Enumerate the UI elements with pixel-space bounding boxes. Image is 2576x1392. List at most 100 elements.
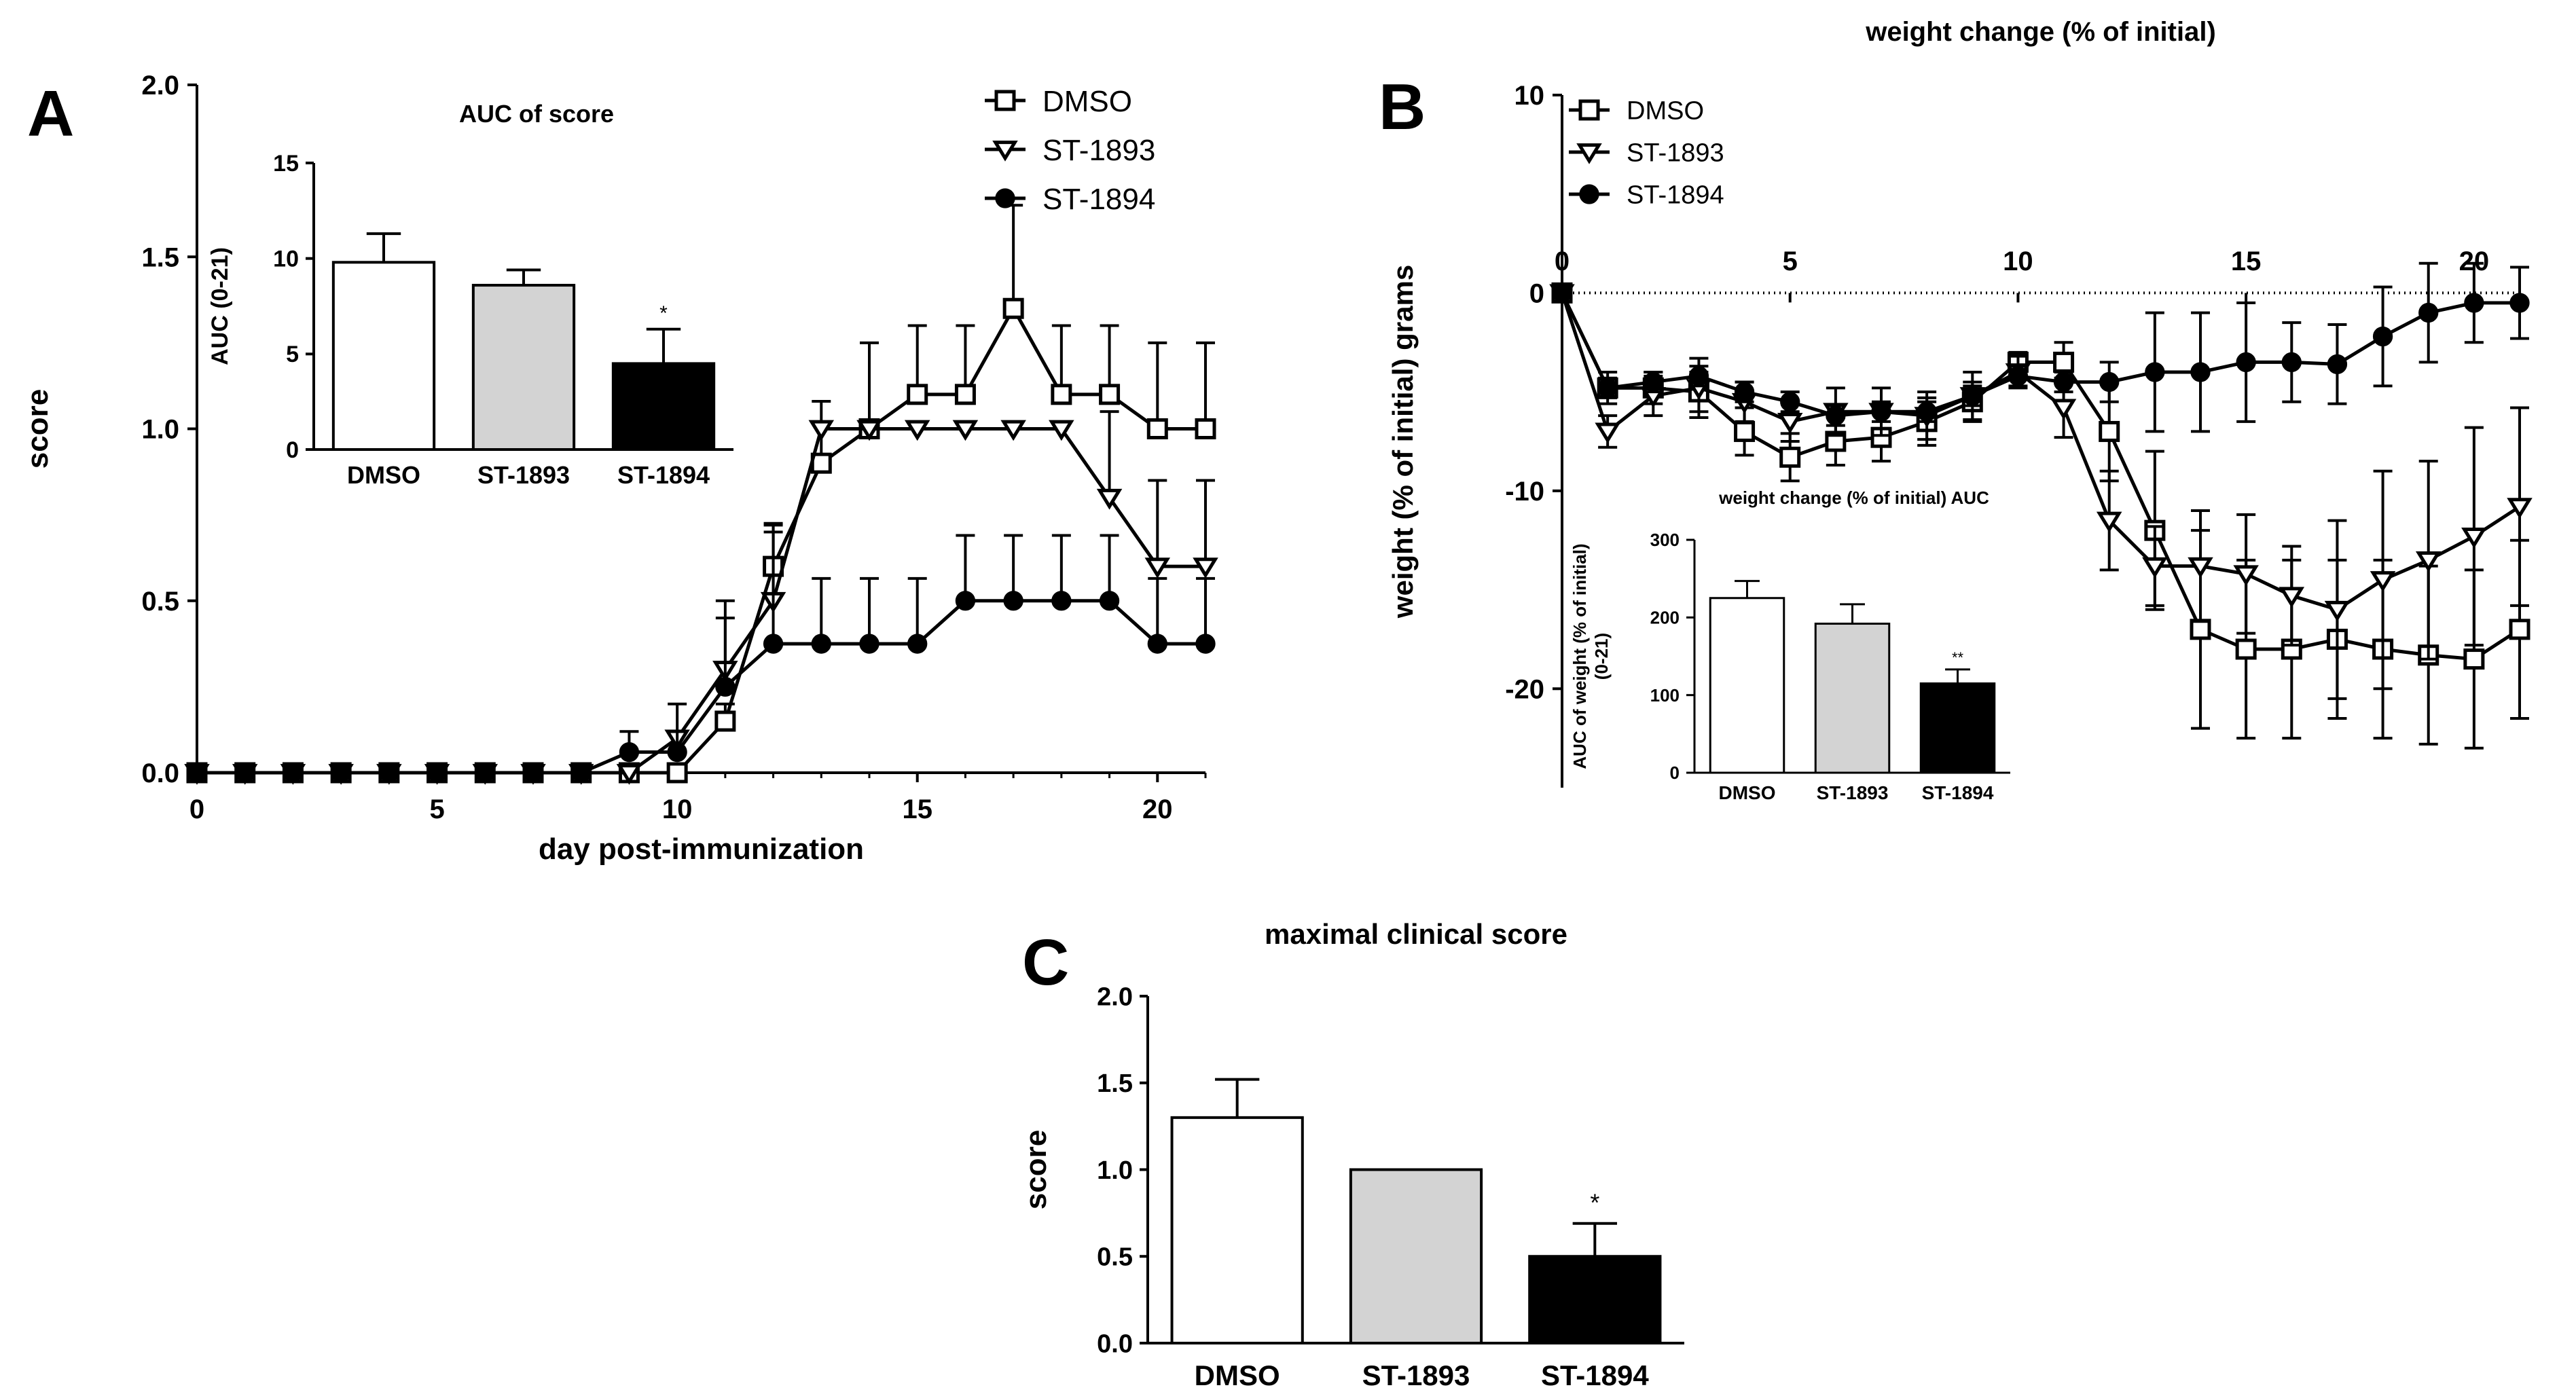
B_main-data-point-DMSO	[2055, 353, 2073, 371]
B_main-x-tick-label: 10	[2003, 246, 2033, 276]
A_main-legend-label: ST-1893	[1042, 134, 1155, 167]
A_main-data-point-ST-1894	[860, 634, 878, 653]
A_inset-category-label: ST-1893	[477, 461, 570, 489]
A_main-data-point-ST-1894	[1052, 591, 1070, 610]
A_main-data-point-ST-1894	[1148, 634, 1167, 653]
B_main-legend-marker	[1580, 185, 1598, 203]
B_main-data-point-ST-1893	[2191, 559, 2211, 574]
B_main-data-point-ST-1894	[1826, 406, 1845, 424]
A_main-y-tick-label: 1.5	[141, 242, 179, 272]
B_main-data-point-ST-1893	[2054, 401, 2073, 416]
B_main-data-point-ST-1894	[1690, 367, 1708, 385]
B_main-y-tick-label: -10	[1505, 477, 1544, 507]
B_main-data-point-ST-1893	[2145, 559, 2165, 574]
A_main-data-point-ST-1894	[1004, 591, 1022, 610]
A_inset-category-label: DMSO	[347, 461, 420, 489]
B_inset-y-tick-label: 100	[1650, 685, 1680, 706]
B_main-y-tick-label: 0	[1529, 278, 1544, 308]
A_main-data-point-ST-1893	[1100, 490, 1119, 506]
C-chart-title: maximal clinical score	[1265, 918, 1567, 950]
A_main-data-point-DMSO	[909, 386, 926, 403]
B_main-data-point-ST-1894	[1735, 382, 1754, 401]
B_inset-bar-DMSO	[1710, 598, 1784, 773]
A_main-data-point-DMSO	[956, 386, 974, 403]
B_inset-y-tick-label: 0	[1670, 763, 1680, 783]
B_main-data-point-ST-1894	[2100, 373, 2118, 391]
B_main-chart-title: weight change (% of initial)	[1865, 17, 2216, 47]
A_main-legend-marker	[996, 143, 1015, 158]
A_main-x-tick-label: 5	[429, 794, 444, 824]
B_main-data-point-ST-1893	[2236, 567, 2256, 583]
A_main-x-axis-label: day post-immunization	[539, 832, 864, 866]
B_inset-significance-mark: **	[1952, 649, 1964, 666]
A_main-x-tick-label: 20	[1142, 794, 1173, 824]
B_main-series-line-DMSO	[1562, 293, 2520, 659]
B_main-data-point-ST-1893	[2282, 589, 2302, 604]
C-bar-DMSO	[1172, 1118, 1303, 1343]
B_inset-category-label: DMSO	[1719, 782, 1776, 803]
B_main-data-point-ST-1894	[2236, 353, 2255, 371]
B_main-data-point-ST-1894	[2465, 293, 2483, 312]
A_main-data-point-DMSO	[1148, 420, 1166, 438]
A_main-data-point-ST-1893	[1148, 560, 1167, 575]
B_main-x-tick-label: 15	[2231, 246, 2262, 276]
B_main-x-tick-label: 0	[1555, 246, 1570, 276]
B_inset-category-label: ST-1893	[1817, 782, 1889, 803]
A_main-data-point-ST-1894	[908, 634, 926, 653]
A_inset-bar-DMSO	[333, 262, 434, 450]
A_main-data-point-DMSO	[668, 764, 686, 782]
B_main-data-point-ST-1894	[1598, 379, 1616, 397]
B_main-data-point-ST-1894	[1781, 392, 1799, 411]
A_main-y-tick-label: 2.0	[141, 71, 179, 100]
A_main-data-point-DMSO	[1053, 386, 1070, 403]
B_main-data-point-DMSO	[2101, 422, 2118, 440]
B_inset-bar-ST-1893	[1815, 623, 1889, 773]
C-bar-ST-1894	[1529, 1256, 1660, 1343]
B_inset-chart-title: weight change (% of initial) AUC	[1718, 488, 1989, 508]
C-y-tick-label: 1.0	[1097, 1156, 1133, 1185]
B_main-data-point-ST-1894	[1872, 403, 1890, 421]
B_main-data-point-ST-1894	[1644, 373, 1663, 391]
A_main-data-point-DMSO	[1004, 299, 1022, 317]
A_main-data-point-ST-1893	[812, 422, 831, 437]
C-y-tick-label: 2.0	[1097, 983, 1133, 1011]
panel-label-c: C	[1022, 926, 1069, 999]
B_main-legend-marker	[1580, 101, 1598, 119]
B_main-data-point-ST-1894	[1963, 386, 1982, 405]
C-category-label: DMSO	[1195, 1359, 1280, 1391]
C-y-tick-label: 1.5	[1097, 1069, 1133, 1098]
A_main-data-point-ST-1894	[1196, 634, 1214, 653]
A_main-data-point-ST-1893	[907, 422, 927, 437]
A_main-data-point-ST-1894	[428, 763, 446, 782]
B_inset-y-axis-label: (0-21)	[1591, 633, 1612, 680]
B_main-data-point-ST-1894	[2374, 327, 2392, 346]
B_main-data-point-ST-1894	[2054, 373, 2073, 391]
B_main-legend-label: DMSO	[1627, 97, 1704, 126]
B_main-data-point-ST-1894	[2510, 293, 2528, 312]
C-y-tick-label: 0.0	[1097, 1330, 1133, 1358]
A_main-data-point-ST-1894	[476, 763, 494, 782]
A_main-data-point-ST-1893	[1052, 422, 1072, 437]
A_inset-bar-ST-1894	[613, 363, 714, 450]
B_main-data-point-DMSO	[2511, 621, 2528, 638]
A_inset-y-axis-label: AUC (0-21)	[207, 247, 233, 365]
A_main-data-point-ST-1894	[236, 763, 254, 782]
A_main-x-tick-label: 15	[902, 794, 932, 824]
A_main-data-point-ST-1894	[620, 743, 638, 761]
B_main-data-point-ST-1894	[2419, 304, 2437, 322]
B_inset-y-tick-label: 200	[1650, 607, 1680, 627]
A_main-data-point-ST-1894	[764, 634, 782, 653]
A_main-data-point-ST-1893	[1004, 422, 1023, 437]
B_main-data-point-DMSO	[2237, 640, 2255, 658]
A_inset-y-tick-label: 10	[273, 246, 299, 272]
A_inset-chart-title: AUC of score	[459, 100, 614, 128]
C-significance-mark: *	[1590, 1189, 1599, 1217]
A_main-data-point-ST-1894	[1100, 591, 1119, 610]
B_main-y-tick-label: -20	[1505, 674, 1544, 704]
B_main-data-point-ST-1894	[2145, 363, 2164, 381]
B_main-data-point-ST-1893	[2327, 602, 2347, 618]
A_main-data-point-ST-1894	[956, 591, 975, 610]
A_main-legend-label: ST-1894	[1042, 183, 1155, 216]
A_main-data-point-ST-1894	[668, 743, 686, 761]
A_main-y-tick-label: 1.0	[141, 415, 179, 445]
